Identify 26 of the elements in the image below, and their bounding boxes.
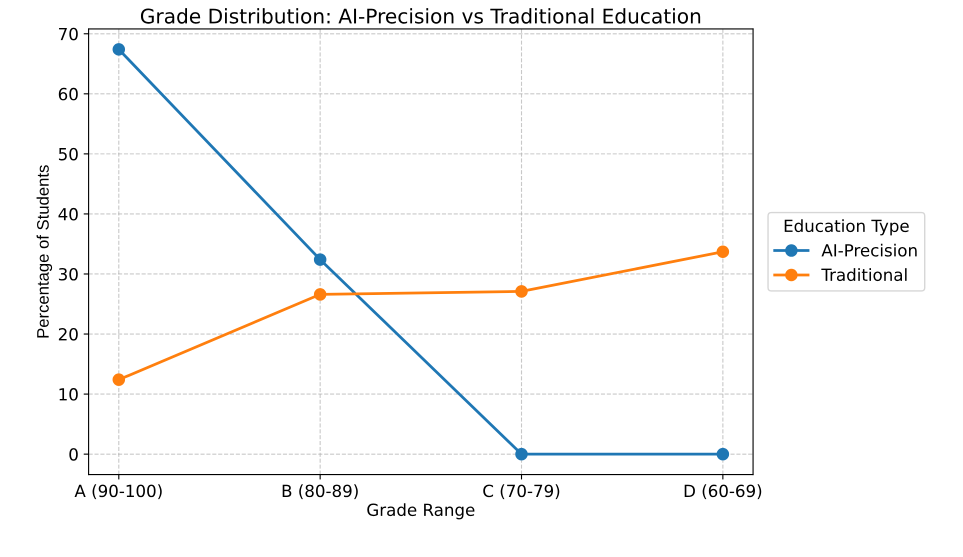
point [112,43,126,56]
point [515,285,528,298]
y-tick-label: 30 [58,268,78,281]
x-tick-label: D (60-69) [684,484,762,500]
y-tick-label: 50 [58,148,78,160]
point [515,448,528,460]
point [314,288,326,301]
x-axis-title: Grade Range [367,503,474,520]
x-tick-label: A (90-100) [74,484,162,500]
point [716,246,730,258]
y-tick-label: 0 [69,448,78,461]
y-tick-label: 20 [58,328,78,341]
chart-title: Grade Distribution: AI-Precision vs Traditional Education [140,8,700,24]
legend-title: Education Type [784,219,909,236]
y-tick-label: 70 [59,28,78,40]
y-tick-label: 40 [58,208,78,220]
point [716,448,730,460]
point [112,373,126,386]
y-tick-label: 60 [58,88,78,100]
y-tick-label: 10 [59,388,78,401]
x-tick-label: C (70-79) [483,484,560,500]
x-tick-label: B (80-89) [282,484,358,500]
point [314,253,326,266]
legend-label: Traditional [821,268,907,282]
y-axis-title: Percentage of Students [36,165,52,338]
legend-label: AI-Precision [822,244,917,257]
